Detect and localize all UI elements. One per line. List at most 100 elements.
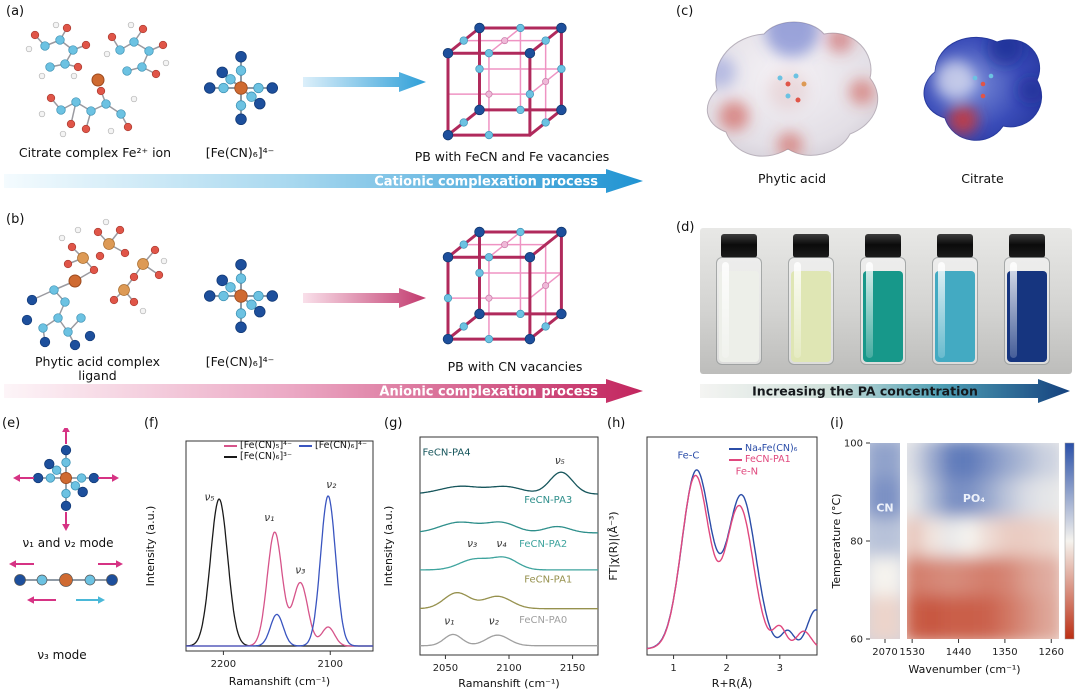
phytic-acid-esp-surface: [706, 21, 879, 157]
series-label: Fe-N: [736, 467, 758, 478]
tick: 80: [850, 537, 863, 548]
caption-ferrocyanide-b: [Fe(CN)₆]⁴⁻: [205, 354, 275, 369]
tick: 100: [844, 439, 863, 450]
series-label: FeCN-PA2: [519, 539, 567, 550]
vial-3: [858, 234, 908, 368]
phytic-acid-complex-molecule: [21, 218, 168, 351]
panel-f-label: (f): [144, 416, 159, 431]
vial-shine: [866, 262, 873, 358]
vial-cap: [721, 234, 757, 258]
series-label: Fe-C: [677, 451, 699, 462]
mode-top-label: ν₁ and ν₂ mode: [22, 536, 114, 550]
legend-item: FeCN-PA1: [729, 454, 798, 465]
arrow-shape: [303, 288, 426, 308]
chart-h-legend: Na₄Fe(CN)₆ FeCN-PA1: [729, 443, 798, 465]
spectrum-FeCN-PA2: [420, 556, 598, 571]
peak-label: ν₃: [295, 564, 305, 576]
spectrum-FeCN-PA3: [419, 521, 598, 534]
region-label: PO₄: [963, 492, 985, 505]
vial-cap: [865, 234, 901, 258]
legend-label: [Fe(CN)₆]⁴⁻: [315, 440, 367, 451]
raman-reference-chart: 2200 2100 ν₅ ν₁ ν₂ ν₃ Ramanshift (cm⁻¹) Intensi…: [144, 440, 374, 688]
tick: 1260: [1039, 647, 1064, 658]
panel-e-label: (e): [2, 416, 21, 431]
peak-label: ν₅: [555, 455, 565, 467]
spectrum-FeCN-PA4: [419, 471, 598, 495]
axis-label: R+R(Å): [712, 677, 753, 690]
panel-i-label: (i): [830, 416, 844, 431]
vial-5: [1002, 234, 1052, 368]
plot-frame: [185, 440, 374, 652]
panel-b-label: (b): [6, 212, 25, 227]
vial-cap: [793, 234, 829, 258]
caption-pb-a: PB with FeCN and Fe vacancies: [414, 149, 610, 164]
process-text-cationic: Cationic complexation process: [374, 175, 598, 190]
vial-body: [1004, 257, 1050, 365]
tick: 1440: [946, 647, 971, 658]
series-label: FeCN-PA1: [524, 574, 572, 585]
vial-cap: [1009, 234, 1045, 258]
vial-shine: [794, 262, 801, 358]
axis-label: Temperature (°C): [830, 494, 843, 590]
vial-1: [714, 234, 764, 368]
tick: 2100: [318, 659, 343, 670]
pa-concentration-arrow: Increasing the PA concentration: [700, 379, 1070, 403]
panel-g-label: (g): [384, 416, 403, 431]
region-label: CN: [876, 502, 893, 515]
peak-label: ν₁: [444, 616, 454, 628]
tick: 60: [850, 635, 863, 646]
vial-shine: [1010, 262, 1017, 358]
panel-a-label: (a): [6, 4, 25, 19]
pb-lattice-a: [442, 22, 567, 141]
peak-label: ν₂: [326, 479, 337, 491]
series-label: FeCN-PA4: [423, 447, 471, 458]
axis-label: FT|χ(R)|(Å⁻³): [607, 511, 620, 580]
axis-label: Intensity (a.u.): [144, 506, 157, 587]
axis-label: Wavenumber (cm⁻¹): [908, 663, 1020, 676]
vial-shine: [722, 262, 729, 358]
peak-label: ν₅: [204, 492, 214, 504]
ferrocyanide-molecule-a: [203, 50, 279, 126]
legend-label: Na₄Fe(CN)₆: [745, 443, 798, 454]
process-arrow-cationic: Cationic complexation process: [4, 169, 643, 193]
caption-pb-b: PB with CN vacancies: [447, 359, 583, 374]
caption-ferrocyanide-a: [Fe(CN)₆]⁴⁻: [205, 145, 275, 160]
interior-molecule: [777, 73, 807, 103]
axis-label: Intensity (a.u.): [382, 506, 395, 587]
vial-2: [786, 234, 836, 368]
process-arrow-anionic: Anionic complexation process: [4, 379, 643, 403]
vibration-modes-diagram: [9, 428, 123, 604]
vial-cap: [937, 234, 973, 258]
plot-frame: [646, 436, 818, 656]
citrate-esp-surface: [923, 37, 1043, 141]
caption-phytic-acid: Phytic acid: [757, 171, 827, 186]
spectrum-[Fe(CN)₆]³⁻: [186, 498, 373, 647]
legend-item: Na₄Fe(CN)₆: [729, 443, 798, 454]
legend-label: [Fe(CN)₆]³⁻: [240, 451, 292, 462]
panel-c-label: (c): [676, 4, 694, 19]
vial-body: [860, 257, 906, 365]
series-label: FeCN-PA3: [524, 495, 572, 506]
legend-label: FeCN-PA1: [745, 454, 791, 465]
tick: 2: [724, 663, 730, 674]
arrow-shape: [4, 379, 643, 403]
caption-citrate: Citrate: [961, 171, 1004, 186]
legend-label: [Fe(CN)₅]⁴⁻: [240, 440, 292, 451]
arrow-shape: [4, 169, 643, 193]
tick: 2100: [496, 663, 521, 674]
legend-swatch: [224, 444, 237, 447]
process-text-anionic: Anionic complexation process: [379, 385, 598, 400]
ferrocyanide-molecule-b: [203, 258, 279, 334]
axis-label: Ramanshift (cm⁻¹): [458, 677, 559, 690]
legend-item: [Fe(CN)₆]³⁻: [224, 451, 292, 462]
citrate-complex-molecule: [25, 21, 170, 138]
peak-label: ν₂: [489, 616, 500, 628]
vial-body: [788, 257, 834, 365]
caption-citrate-complex: Citrate complex Fe²⁺ ion: [18, 145, 172, 160]
spectrum-FeCN-PA1: [419, 591, 598, 610]
tick: 2150: [560, 663, 585, 674]
vial-4: [930, 234, 980, 368]
caption-phytic-complex: Phytic acid complex ligand: [35, 354, 160, 384]
heatmap-region: [907, 443, 1059, 639]
